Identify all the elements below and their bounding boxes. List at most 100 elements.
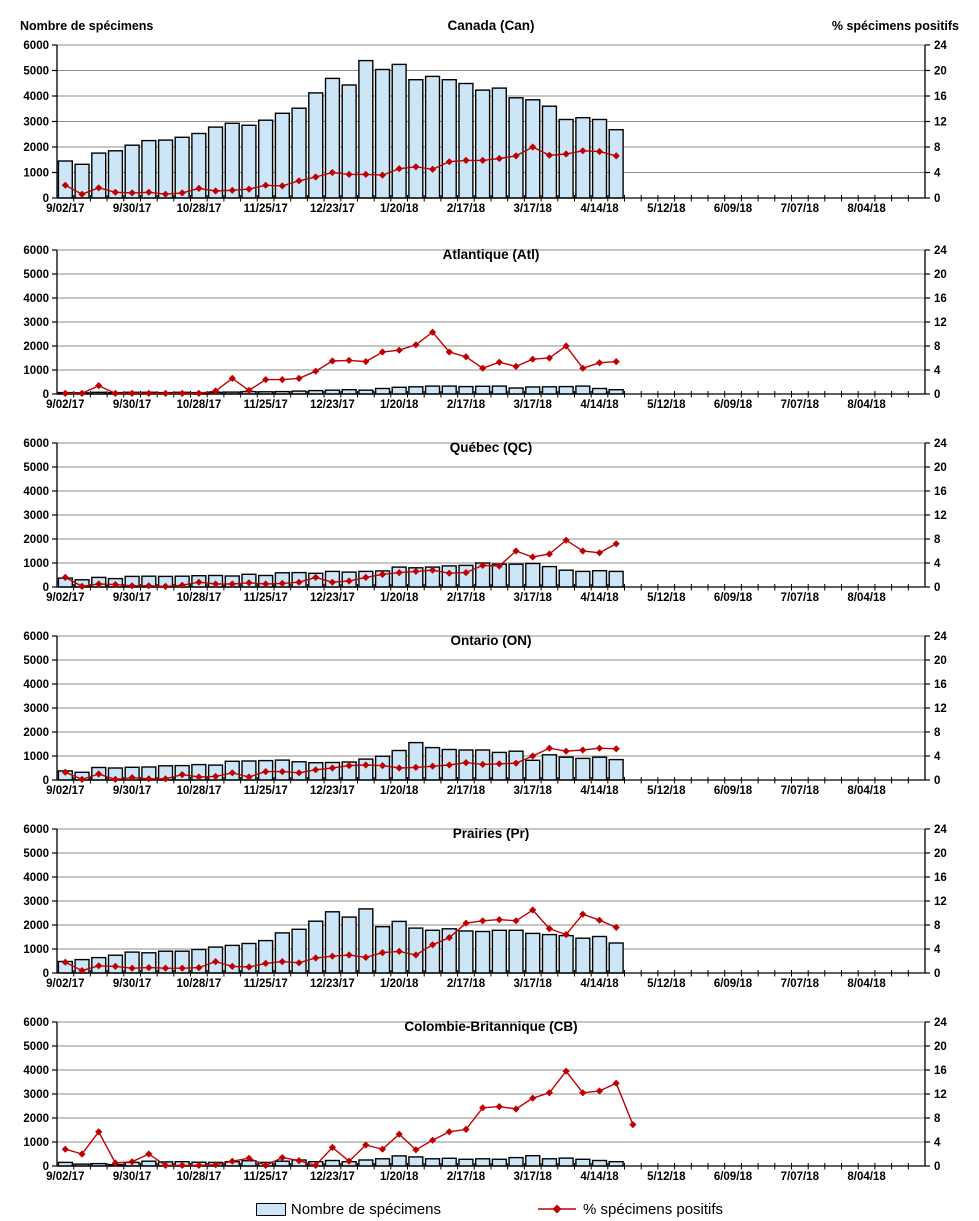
data-point-marker [562, 150, 570, 158]
legend-specimens-label: Nombre de spécimens [290, 1200, 441, 1218]
svg-text:20: 20 [934, 1041, 947, 1053]
svg-text:0: 0 [934, 193, 940, 205]
data-point-marker [195, 184, 203, 192]
svg-text:8/04/18: 8/04/18 [847, 978, 886, 990]
bar [258, 939, 274, 974]
bar [391, 1155, 407, 1167]
data-point-marker [629, 1121, 637, 1129]
data-point-marker [445, 761, 453, 769]
svg-text:6/09/18: 6/09/18 [714, 592, 753, 604]
axes [52, 828, 930, 977]
svg-text:8: 8 [934, 142, 941, 154]
right-axis-labels: 0 4 8 12 16 20 24 [934, 438, 947, 594]
bar [324, 1159, 341, 1167]
svg-text:2/17/18: 2/17/18 [447, 399, 486, 411]
svg-text:7/07/18: 7/07/18 [781, 592, 820, 604]
svg-text:12/23/17: 12/23/17 [310, 785, 355, 797]
bar [408, 78, 424, 199]
data-point-marker [145, 582, 153, 590]
bar [558, 569, 574, 588]
data-point-marker [295, 959, 303, 967]
data-point-marker [195, 578, 203, 586]
right-axis-labels: 0 4 8 12 16 20 24 [934, 40, 947, 205]
data-point-marker [512, 152, 520, 160]
data-point-marker [245, 1154, 253, 1162]
svg-text:1/20/18: 1/20/18 [380, 785, 419, 797]
svg-text:24: 24 [934, 438, 947, 450]
svg-text:12: 12 [934, 1089, 947, 1101]
svg-text:10/28/17: 10/28/17 [177, 978, 222, 990]
svg-text:3/17/18: 3/17/18 [514, 399, 553, 411]
data-point-marker [128, 189, 136, 197]
data-point-marker [78, 582, 86, 590]
x-axis-labels: 9/02/17 9/30/17 10/28/17 11/25/17 12/23/17 1/… [46, 592, 886, 604]
x-axis-labels: 9/02/17 9/30/17 10/28/17 11/25/17 12/23/17 1/… [46, 785, 886, 797]
bar [141, 1160, 157, 1167]
svg-text:3/17/18: 3/17/18 [514, 785, 553, 797]
svg-text:4000: 4000 [23, 486, 49, 498]
data-point-marker [245, 963, 253, 971]
data-point-marker [128, 1158, 136, 1166]
x-axis-labels: 9/02/17 9/30/17 10/28/17 11/25/17 12/23/17 1/… [46, 399, 886, 411]
bar [525, 1154, 541, 1167]
bar [458, 1158, 474, 1167]
data-point-marker [128, 582, 136, 590]
svg-text:0: 0 [934, 389, 940, 401]
data-point-marker [595, 549, 604, 557]
data-point-marker [362, 761, 370, 769]
bar [575, 937, 591, 974]
bar [341, 84, 357, 199]
data-point-marker [78, 389, 86, 397]
bar [408, 927, 424, 974]
svg-text:4: 4 [934, 168, 941, 180]
svg-text:8: 8 [934, 920, 941, 932]
data-point-marker [595, 744, 604, 752]
data-point-marker [262, 181, 270, 189]
svg-text:2000: 2000 [23, 341, 49, 353]
data-point-marker [95, 580, 103, 588]
bar [458, 930, 474, 974]
svg-text:12: 12 [934, 117, 947, 129]
svg-text:4000: 4000 [23, 872, 49, 884]
gridlines [57, 828, 925, 950]
bar [575, 385, 591, 395]
bar [475, 930, 491, 974]
svg-text:9/30/17: 9/30/17 [113, 399, 151, 411]
svg-text:1/20/18: 1/20/18 [380, 399, 419, 411]
data-point-marker [328, 1143, 336, 1151]
data-point-marker [512, 917, 520, 925]
data-point-marker [595, 147, 604, 156]
svg-text:1000: 1000 [23, 751, 49, 763]
left-axis-labels: 0 1000 2000 3000 4000 5000 6000 [23, 438, 49, 594]
data-point-marker [212, 387, 220, 395]
gridlines [57, 635, 925, 757]
data-point-marker [245, 773, 253, 781]
line-diamond-icon [538, 1204, 576, 1214]
svg-text:2/17/18: 2/17/18 [447, 785, 486, 797]
svg-text:12/23/17: 12/23/17 [310, 978, 355, 990]
data-point-marker [579, 364, 587, 372]
chart-colombie-britannique: 0 1000 2000 3000 4000 5000 6000 0 4 8 12 16 20 24 9/02… [0, 1004, 979, 1197]
svg-text:7/07/18: 7/07/18 [781, 978, 820, 990]
svg-text:1000: 1000 [23, 944, 49, 956]
svg-text:3/17/18: 3/17/18 [514, 203, 553, 215]
svg-text:5000: 5000 [23, 1041, 49, 1053]
bar [475, 89, 491, 199]
bar [341, 916, 357, 974]
bar [558, 934, 574, 974]
svg-text:3000: 3000 [23, 510, 49, 522]
bar [575, 757, 591, 781]
bar-swatch-icon [255, 1202, 286, 1216]
bar [391, 63, 407, 199]
data-point-marker [479, 917, 487, 925]
bar [424, 75, 441, 199]
x-axis-labels: 9/02/17 9/30/17 10/28/17 11/25/17 12/23/17 1/… [46, 978, 886, 990]
data-point-marker [562, 342, 570, 350]
svg-text:5000: 5000 [23, 848, 49, 860]
svg-text:6000: 6000 [23, 1017, 49, 1029]
svg-text:4000: 4000 [23, 679, 49, 691]
svg-text:20: 20 [934, 269, 947, 281]
data-point-marker [95, 962, 103, 970]
svg-text:9/02/17: 9/02/17 [46, 1171, 84, 1183]
svg-text:16: 16 [934, 1065, 947, 1077]
